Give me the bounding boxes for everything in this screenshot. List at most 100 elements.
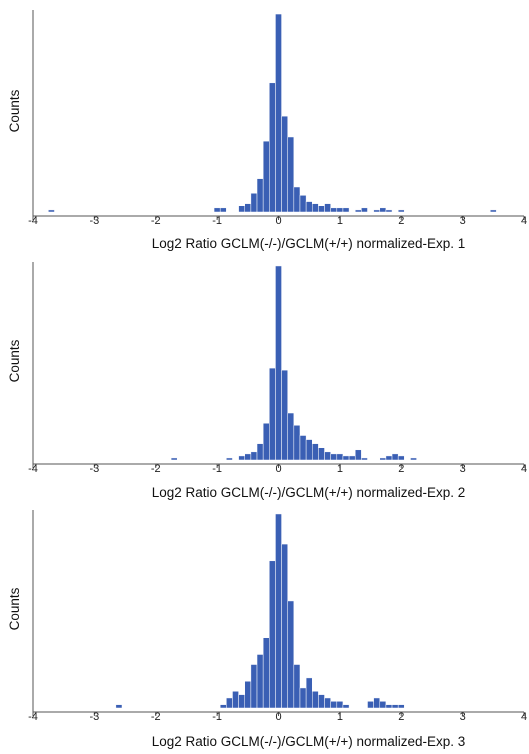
histogram-bar (232, 691, 239, 709)
histogram-bar (256, 443, 264, 461)
histogram-bar (293, 664, 301, 709)
histogram-bar (238, 455, 246, 461)
histogram-bar (373, 697, 381, 709)
histogram-bar (219, 704, 227, 709)
histogram-bar (244, 203, 252, 213)
histogram-bar (324, 451, 331, 461)
x-axis-title: Log2 Ratio GCLM(-/-)/GCLM(+/+) normalize… (152, 485, 466, 500)
histogram-bar (275, 265, 282, 461)
x-axis-title: Log2 Ratio GCLM(-/-)/GCLM(+/+) normalize… (152, 734, 466, 749)
x-tick-label: 4 (521, 463, 527, 475)
histogram-bar (250, 193, 258, 213)
histogram-bar (256, 654, 264, 709)
x-tick-label: 2 (398, 711, 404, 723)
x-tick-label: 3 (460, 463, 466, 475)
histogram-bar (281, 369, 288, 461)
histogram-bar (213, 207, 221, 213)
histogram-bar (293, 186, 301, 213)
histogram-bar (262, 140, 270, 213)
x-tick-label: -3 (89, 215, 99, 227)
histogram-bar (318, 694, 325, 709)
y-axis-title: Counts (7, 339, 22, 382)
histogram-bar (324, 697, 331, 709)
histogram-bar (299, 687, 307, 709)
histogram-bar (219, 207, 227, 213)
histogram-bar (287, 600, 295, 709)
histogram-bar (238, 694, 246, 709)
histogram-panel-2: -4 -3 -2 -1 0 1 2 3 4 Log2 Ratio GCLM(-/-)/GCLM(+… (7, 262, 527, 500)
histogram-bar (342, 207, 350, 213)
histogram-bar (48, 209, 55, 213)
histogram-bar (244, 680, 252, 709)
histogram-bar (410, 457, 417, 461)
x-axis-title: Log2 Ratio GCLM(-/-)/GCLM(+/+) normalize… (152, 236, 466, 251)
histogram-bar (269, 367, 276, 461)
histogram-bar (238, 205, 246, 213)
histogram-bar (330, 453, 338, 461)
histogram-bar (348, 455, 356, 461)
x-tick-label: 1 (337, 711, 343, 723)
histogram-bar (379, 207, 387, 213)
x-tick-label: 1 (337, 463, 343, 475)
histogram-bar (305, 201, 313, 213)
histogram-bar (324, 203, 331, 213)
histogram-bar (226, 457, 233, 461)
x-tick-label: 4 (521, 215, 527, 227)
histogram-bar (342, 455, 350, 461)
histogram-bar (318, 447, 325, 461)
histogram-bar (269, 82, 276, 213)
histogram-bar (250, 664, 258, 709)
histogram-panel-1: -4 -3 -2 -1 0 1 2 3 4 Log2 Ratio GCLM(-/-)/GCLM(+… (7, 10, 527, 251)
histogram-bar (391, 704, 399, 709)
histogram-bar (287, 136, 295, 213)
x-tick-label: -2 (151, 463, 161, 475)
histogram-bar (336, 207, 344, 213)
histogram-bar (293, 425, 301, 461)
histogram-bar (391, 453, 399, 461)
histogram-bar (379, 457, 387, 461)
histogram-bar (361, 207, 368, 213)
histogram-bar (330, 207, 338, 213)
histogram-bar (342, 704, 350, 709)
histogram-bar (489, 209, 497, 213)
histogram-bar (373, 209, 381, 213)
histogram-bar (385, 455, 393, 461)
x-tick-label: -4 (28, 215, 38, 227)
histogram-bar (330, 701, 338, 709)
x-tick-label: -4 (28, 463, 38, 475)
histogram-bar (336, 453, 344, 461)
histogram-bar (299, 435, 307, 461)
histogram-bar (262, 637, 270, 709)
histogram-bar (354, 209, 362, 213)
x-tick-label: -2 (151, 711, 161, 723)
histogram-bar (281, 115, 288, 213)
y-axis-title: Counts (7, 587, 22, 630)
histogram-bar (312, 691, 319, 709)
histogram-bar (244, 453, 252, 461)
histogram-bar (361, 457, 368, 461)
x-tick-label: -1 (212, 463, 222, 475)
histogram-bar (312, 443, 319, 461)
histogram-bar (385, 209, 393, 213)
histogram-bar (305, 677, 313, 709)
histogram-bar (385, 704, 393, 709)
histogram-bar (397, 704, 405, 709)
histogram-bar (305, 439, 313, 461)
x-tick-label: -1 (212, 711, 222, 723)
x-tick-label: -3 (89, 711, 99, 723)
x-tick-label: -1 (212, 215, 222, 227)
x-tick-label: 1 (337, 215, 343, 227)
histogram-bar (275, 13, 282, 213)
histogram-bar (262, 422, 270, 461)
histogram-bar (397, 209, 405, 213)
x-tick-label: 3 (460, 215, 466, 227)
x-tick-label: -3 (89, 463, 99, 475)
histogram-bar (336, 701, 344, 709)
x-tick-label: 3 (460, 711, 466, 723)
histogram-bar (379, 701, 387, 709)
histogram-bar (115, 704, 123, 709)
histogram-bar (269, 560, 276, 709)
histogram-bar (256, 178, 264, 213)
histogram-bar (299, 195, 307, 213)
